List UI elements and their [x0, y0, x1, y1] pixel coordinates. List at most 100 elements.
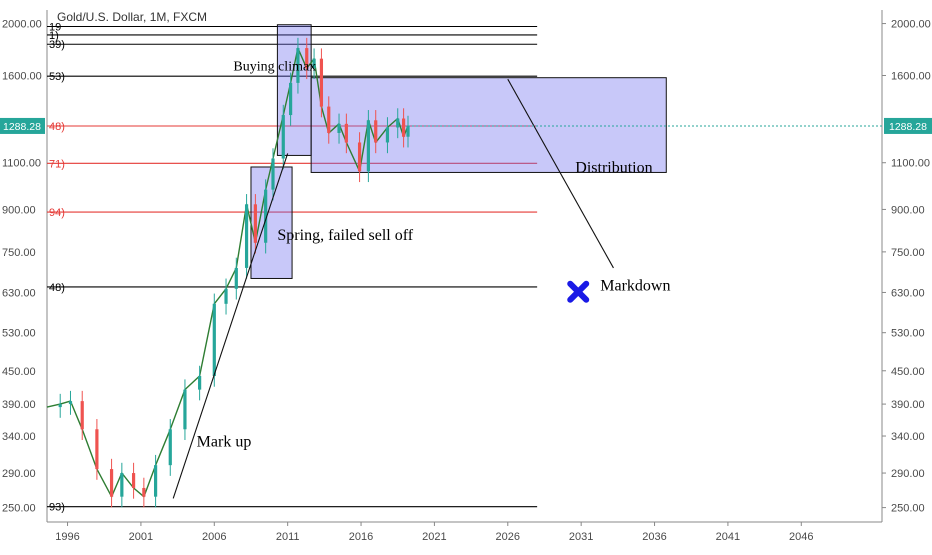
price-series-layer	[46, 37, 410, 508]
right-y-tick-label: 2000.00	[891, 19, 931, 31]
annotation-text: Markdown	[600, 278, 670, 295]
right-price-tag	[884, 117, 932, 134]
left-y-tick-label: 1600.00	[2, 71, 42, 83]
horizontal-level-label: 93)	[49, 502, 65, 514]
right-y-tick-label: 530.00	[891, 328, 925, 340]
left-y-tick-label: 1100.00	[2, 158, 41, 170]
candle-body	[95, 429, 99, 470]
x-tick-label: 2041	[716, 531, 740, 543]
axes-layer	[46, 10, 883, 523]
right-y-tick-label: 900.00	[891, 204, 925, 216]
x-tick-label: 2036	[642, 531, 666, 543]
candle-body	[234, 267, 238, 289]
horizontal-level-label: 53)	[49, 71, 65, 83]
candle-body	[366, 120, 370, 172]
candle-body	[357, 142, 362, 172]
markdown-x-icon	[567, 280, 590, 303]
horizontal-level-label: 19	[49, 21, 61, 33]
candle-body	[183, 389, 187, 430]
candle-body	[327, 106, 331, 133]
left-price-tag	[0, 117, 45, 134]
candle-body	[198, 376, 202, 390]
right-price-tag-label: 1288.28	[889, 121, 927, 133]
x-tick-label: 2046	[789, 531, 813, 543]
annotation-text: Buying climax	[233, 59, 316, 74]
left-price-tag-label: 1288.28	[3, 121, 41, 133]
candle-body	[406, 125, 410, 137]
candle-body	[131, 473, 136, 488]
left-y-tick-label: 530.00	[2, 328, 36, 340]
current-price-layer: 1288.28 1288.28	[0, 117, 932, 134]
right-y-tick-label: 390.00	[891, 399, 925, 411]
x-tick-label: 2001	[129, 531, 153, 543]
left-y-tick-label: 290.00	[2, 468, 36, 480]
right-y-tick-label: 290.00	[891, 468, 925, 480]
horizontal-level-label: 48)	[49, 121, 65, 133]
candle-body	[271, 158, 275, 190]
left-y-tick-label: 2000.00	[2, 19, 42, 31]
left-y-tick-label: 630.00	[2, 287, 36, 299]
candle-body	[296, 48, 300, 83]
distribution-box	[310, 77, 667, 173]
right-y-tick-label: 750.00	[891, 247, 925, 259]
right-y-tick-label: 630.00	[891, 287, 925, 299]
markdown-line	[507, 78, 614, 269]
right-y-tick-label: 340.00	[891, 431, 925, 443]
right-y-tick-label: 1600.00	[891, 71, 931, 83]
candle-body	[396, 118, 400, 128]
horizontal-level-label: 94)	[49, 207, 65, 219]
x-tick-label: 2021	[422, 531, 446, 543]
candle-body	[264, 189, 268, 243]
right-y-tick-label: 1100.00	[891, 158, 930, 170]
horizontal-level-label: 48)	[49, 282, 65, 294]
candle-body	[289, 82, 293, 116]
left-y-tick-label: 450.00	[2, 366, 36, 378]
candle-body	[344, 123, 348, 143]
x-tick-label: 2006	[202, 531, 226, 543]
candle-body	[212, 303, 216, 377]
candle-body	[337, 123, 341, 133]
left-y-tick-label: 900.00	[2, 204, 36, 216]
annotation-text: Mark up	[197, 434, 252, 451]
candle-body	[142, 487, 146, 497]
left-y-tick-label: 750.00	[2, 247, 36, 259]
candle-body	[109, 469, 114, 497]
right-y-tick-label: 450.00	[891, 366, 925, 378]
chart-title: Gold/U.S. Dollar, 1M, FXCM	[57, 10, 207, 24]
candle-body	[58, 404, 62, 408]
x-tick-label: 1996	[55, 531, 79, 543]
candle-body	[401, 118, 406, 137]
candle-body	[244, 204, 249, 268]
annotation-text: Spring, failed sell off	[277, 227, 413, 244]
left-y-tick-label: 250.00	[2, 503, 36, 515]
candle-body	[312, 58, 316, 69]
candle-body	[305, 48, 309, 69]
left-y-tick-label: 390.00	[2, 399, 36, 411]
x-tick-label: 2011	[276, 531, 300, 543]
candle-body	[120, 473, 124, 497]
zones-layer	[250, 24, 667, 279]
annotations-layer: Buying climax Spring, failed sell off Dist…	[197, 59, 671, 450]
candle-body	[153, 465, 158, 497]
candle-body	[374, 120, 378, 143]
tick-labels-layer: 2000.00 2000.00 1600.00 1600.00 1100.00 1100.…	[2, 19, 931, 543]
right-y-tick-label: 250.00	[891, 503, 925, 515]
horizontal-level-label: 1)	[49, 30, 59, 42]
candle-body	[168, 429, 172, 466]
horizontal-level-label: 71)	[49, 158, 65, 170]
candle-body	[281, 115, 285, 159]
trend-lines-layer	[172, 78, 614, 499]
candle-body	[385, 127, 390, 143]
candle-body	[68, 401, 73, 405]
x-tick-label: 2031	[569, 531, 593, 543]
candle-body	[319, 58, 324, 107]
mark-up-line	[172, 153, 289, 499]
candle-body	[80, 401, 84, 430]
annotation-text: Distribution	[575, 159, 652, 176]
x-tick-label: 2026	[496, 531, 520, 543]
candle-body	[224, 288, 228, 304]
candle-body	[253, 204, 257, 243]
horizontal-level-label: 39)	[49, 39, 65, 51]
